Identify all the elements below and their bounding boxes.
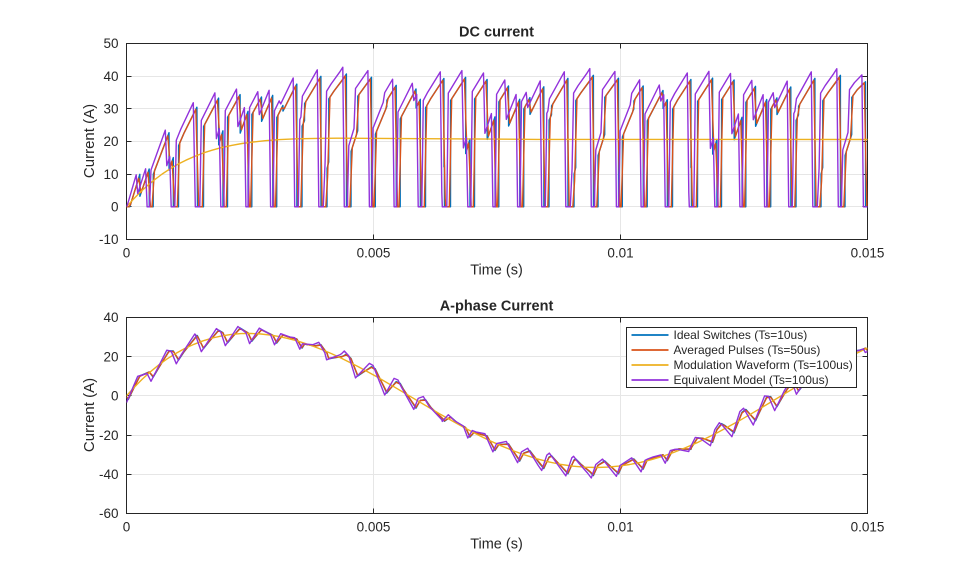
svg-text:0.005: 0.005 <box>357 246 391 261</box>
svg-text:0: 0 <box>123 520 131 535</box>
svg-text:-10: -10 <box>99 232 119 247</box>
svg-text:30: 30 <box>103 102 118 117</box>
svg-text:0: 0 <box>123 246 131 261</box>
svg-text:-20: -20 <box>99 428 119 443</box>
svg-text:A-phase Current: A-phase Current <box>440 298 554 314</box>
svg-text:0.015: 0.015 <box>851 246 885 261</box>
svg-text:10: 10 <box>103 167 118 182</box>
svg-text:40: 40 <box>103 310 118 325</box>
svg-text:0.015: 0.015 <box>851 520 885 535</box>
svg-text:Current (A): Current (A) <box>81 104 98 178</box>
svg-text:Ideal Switches (Ts=10us): Ideal Switches (Ts=10us) <box>674 328 808 342</box>
svg-text:Time (s): Time (s) <box>470 537 523 553</box>
svg-text:0.01: 0.01 <box>607 246 633 261</box>
svg-text:0.005: 0.005 <box>357 520 391 535</box>
svg-text:Current (A): Current (A) <box>81 378 98 452</box>
svg-text:40: 40 <box>103 69 118 84</box>
svg-text:Time (s): Time (s) <box>470 263 523 279</box>
svg-text:Averaged Pulses (Ts=50us): Averaged Pulses (Ts=50us) <box>674 343 821 357</box>
svg-text:Equivalent Model (Ts=100us): Equivalent Model (Ts=100us) <box>674 373 829 387</box>
svg-text:Modulation Waveform (Ts=100us): Modulation Waveform (Ts=100us) <box>674 358 853 372</box>
svg-text:20: 20 <box>103 349 118 364</box>
svg-text:50: 50 <box>103 36 118 51</box>
svg-text:0: 0 <box>111 389 119 404</box>
svg-text:-40: -40 <box>99 467 119 482</box>
svg-text:-60: -60 <box>99 506 119 521</box>
svg-text:20: 20 <box>103 134 118 149</box>
svg-text:DC current: DC current <box>459 24 534 40</box>
svg-text:0: 0 <box>111 200 119 215</box>
svg-text:0.01: 0.01 <box>607 520 633 535</box>
